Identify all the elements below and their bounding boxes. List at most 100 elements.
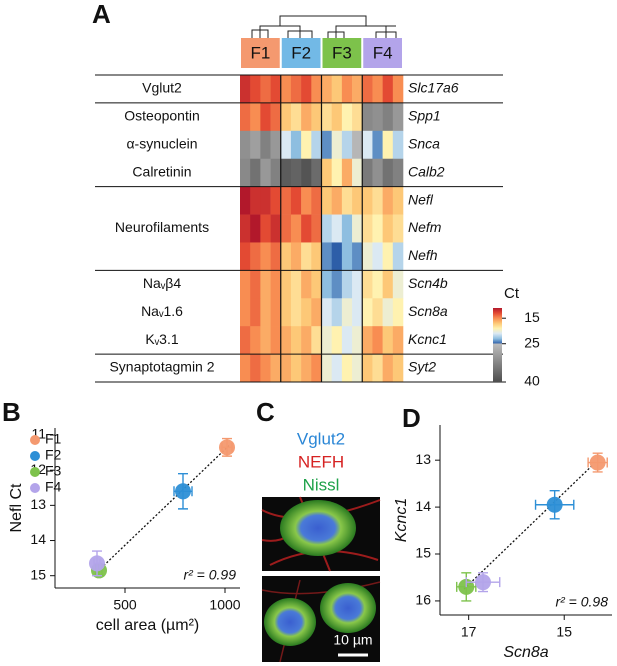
heatmap-cell	[382, 326, 394, 355]
gene-label: Snca	[408, 135, 440, 151]
heatmap-cell	[352, 354, 363, 383]
y-tick-label: 15	[30, 566, 46, 582]
heatmap-cell	[362, 354, 373, 383]
heatmap-cell	[341, 130, 353, 160]
point	[546, 496, 563, 513]
heatmap-cell	[270, 214, 282, 243]
heatmap-cell	[341, 354, 353, 383]
heatmap-cell	[250, 242, 261, 271]
cluster-label: F1	[250, 43, 270, 62]
heatmap-cell	[290, 326, 302, 355]
heatmap-cell	[311, 354, 322, 383]
heatmap-cell	[331, 354, 343, 383]
heatmap-cell	[362, 102, 373, 132]
point	[219, 439, 235, 456]
heatmap-cell	[270, 158, 282, 187]
heatmap-cell	[280, 102, 292, 132]
heatmap-cell	[260, 75, 271, 104]
heatmap-cell	[290, 158, 302, 187]
heatmap-cell	[280, 75, 292, 104]
heatmap-cell	[301, 298, 312, 327]
heatmap-cell	[321, 354, 332, 383]
cell	[280, 500, 356, 556]
legend-label: F4	[45, 479, 62, 495]
heatmap-cell	[311, 326, 322, 355]
heatmap-cell	[362, 214, 373, 243]
gene-label: Kcnc1	[408, 331, 447, 347]
y-axis-label: Nefl Ct	[8, 483, 25, 532]
heatmap-cell	[240, 186, 251, 215]
heatmap-cell	[280, 130, 292, 160]
heatmap-cell	[331, 158, 343, 187]
colorbar-tick-label: 25	[524, 334, 540, 350]
heatmap-cell	[290, 270, 302, 299]
heatmap-cell	[331, 214, 343, 243]
legend-label: F3	[45, 463, 62, 479]
protein-label: Naᵥβ4	[143, 275, 181, 291]
heatmap-cell	[260, 130, 271, 160]
y-tick-label: 16	[415, 592, 431, 608]
heatmap-cell	[321, 298, 332, 327]
heatmap-cell	[382, 354, 394, 383]
heatmap-cell	[301, 130, 312, 160]
heatmap-cell	[372, 354, 383, 383]
annotation: r² = 0.99	[183, 567, 236, 583]
heatmap-cell	[372, 242, 383, 271]
heatmap-cell	[250, 130, 261, 160]
heatmap-cell	[392, 326, 404, 355]
heatmap-cell	[260, 186, 271, 215]
heatmap-cell	[362, 298, 373, 327]
heatmap-cell	[362, 158, 373, 187]
heatmap-cell	[311, 298, 322, 327]
heatmap-cell	[250, 298, 261, 327]
heatmap-cell	[341, 102, 353, 132]
cluster-box	[281, 38, 321, 68]
heatmap-cell	[382, 270, 394, 299]
heatmap-cell	[372, 158, 383, 187]
heatmap-cell	[321, 270, 332, 299]
gene-label: Nefh	[408, 247, 438, 263]
point	[589, 454, 606, 471]
heatmap-cell	[240, 326, 251, 355]
heatmap-cell	[240, 130, 251, 160]
heatmap-cell	[362, 75, 373, 104]
heatmap-cell	[290, 242, 302, 271]
heatmap-cell	[270, 130, 282, 160]
heatmap-cell	[331, 130, 343, 160]
heatmap-cell	[301, 102, 312, 132]
heatmap-cell	[270, 242, 282, 271]
heatmap-cell	[250, 326, 261, 355]
heatmap-cell	[372, 186, 383, 215]
x-axis-label: cell area (µm²)	[96, 617, 199, 634]
heatmap-cell	[382, 298, 394, 327]
colorbar-tick-label: 15	[524, 309, 540, 325]
heatmap-cell	[311, 102, 322, 132]
heatmap-cell	[321, 326, 332, 355]
heatmap-cell	[331, 186, 343, 215]
heatmap-cell	[301, 242, 312, 271]
heatmap-cell	[382, 242, 394, 271]
heatmap-cell	[352, 158, 363, 187]
heatmap-cell	[270, 186, 282, 215]
heatmap-cell	[311, 214, 322, 243]
heatmap-cell	[240, 75, 251, 104]
heatmap-cell	[270, 102, 282, 132]
cluster-box	[363, 38, 402, 68]
legend-marker	[30, 451, 40, 461]
legend-label: F1	[45, 431, 62, 447]
heatmap-cell	[392, 75, 404, 104]
heatmap-cell	[321, 75, 332, 104]
heatmap-cell	[362, 270, 373, 299]
stain-label: Vglut2	[297, 429, 345, 448]
fit-line	[94, 445, 230, 575]
heatmap-cell	[352, 242, 363, 271]
heatmap-cell	[311, 242, 322, 271]
heatmap-cell	[321, 186, 332, 215]
heatmap-cell	[382, 75, 394, 104]
colorbar-tick-label: 40	[524, 373, 540, 389]
heatmap-cell	[382, 214, 394, 243]
heatmap-cell	[240, 270, 251, 299]
heatmap-cell	[280, 270, 292, 299]
gene-label: Scn4b	[408, 275, 448, 291]
heatmap-cell	[311, 158, 322, 187]
